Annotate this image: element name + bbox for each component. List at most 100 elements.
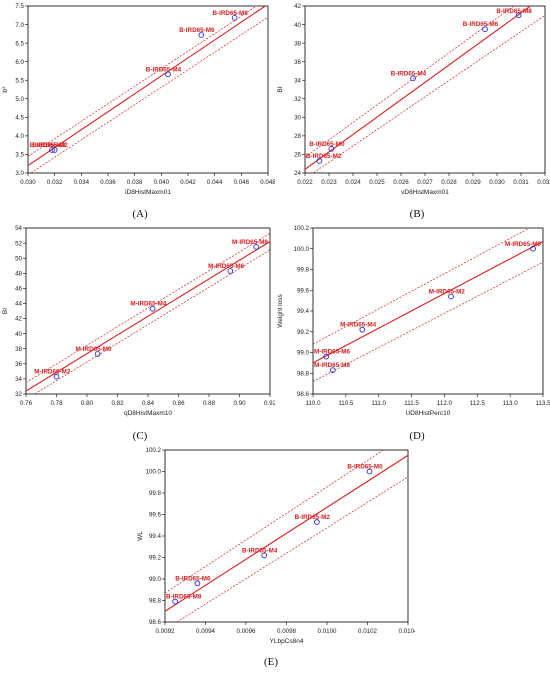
y-tick-label: 100.0 (146, 469, 162, 476)
data-point (227, 268, 234, 274)
y-tick-label: 6.5 (15, 40, 24, 47)
confidence-lower-line (33, 249, 270, 394)
y-tick-label: 98.6 (297, 391, 310, 398)
chart-panel-c: 0.76 0.78 0.80 0.82 0.84 0.86 0.88 0.90 0.92 32 34… (0, 222, 275, 444)
y-axis-label: b* (2, 86, 9, 93)
panel-label-d: (D) (409, 430, 425, 442)
y-tick-label: 99.2 (149, 555, 162, 562)
data-point-label: B-IRD65-M0 (309, 141, 345, 148)
y-tick-label: 46 (15, 286, 22, 293)
x-tick-label: 111.0 (371, 400, 386, 407)
data-point (94, 351, 101, 357)
y-axis-label: BI (277, 86, 284, 92)
data-point-label: B-IRD65-M6 (179, 27, 215, 34)
x-tick-label: 112.5 (470, 400, 486, 407)
y-tick-label: 52 (15, 240, 22, 247)
plot-frame (164, 449, 409, 623)
fit-group (26, 232, 270, 394)
chart-panel-d: 110.0 110.5 111.0 111.5 112.0 112.5 113.0 113.5… (275, 222, 550, 444)
y-tick-label: 98.6 (149, 619, 162, 626)
x-tick-label: 0.0092 (156, 628, 175, 635)
data-point-label: B-IRD65-M2 (295, 514, 331, 521)
x-tick-label: 110.0 (305, 400, 321, 407)
y-tick-label: 5.0 (15, 96, 24, 103)
data-point-label: M-IRD65-M6 (314, 349, 351, 356)
data-point-label: B-IRD65-M4 (146, 66, 182, 73)
data-point (448, 293, 454, 300)
data-point-label: B-IRD65-M2 (306, 153, 342, 160)
y-tick-label: 100.2 (146, 447, 162, 454)
x-tick-label: 111.5 (404, 400, 419, 407)
x-tick-label: 113.0 (503, 400, 519, 407)
panel-label-c: (C) (132, 430, 148, 442)
fit-group (28, 6, 268, 173)
fit-group (313, 228, 543, 382)
confidence-upper-line (305, 6, 515, 158)
x-tick-label: 110.5 (338, 400, 354, 407)
y-tick-label: 99.0 (297, 350, 310, 357)
x-tick-label: 0.90 (233, 400, 246, 407)
regression-line (28, 6, 267, 167)
y-tick-label: 99.8 (297, 267, 310, 274)
x-tick-label: 0.022 (297, 179, 313, 186)
data-point-label: B-IRD65-M6 (463, 21, 499, 28)
data-point (231, 15, 238, 21)
y-tick-label: 100.0 (294, 246, 310, 253)
y-tick-label: 40 (15, 331, 22, 338)
x-tick-label: 0.88 (203, 400, 216, 407)
x-tick-label: 0.040 (154, 179, 170, 186)
confidence-upper-line (26, 232, 270, 383)
y-tick-label: 26 (294, 152, 301, 159)
data-point-label: M-IRD65-M4 (130, 301, 167, 308)
data-point (194, 580, 201, 587)
regression-line (165, 454, 408, 612)
x-tick-label: 0.0098 (277, 628, 296, 635)
data-point-label: B-IRD65-M0 (30, 142, 66, 149)
fit-group (305, 6, 545, 173)
data-point-label: B-IRD65-M4 (391, 70, 427, 77)
x-tick-label: 0.0094 (196, 628, 215, 635)
x-tick-label: 0.028 (441, 179, 457, 186)
x-tick-label: 0.0102 (358, 628, 377, 635)
data-point-label: M-IRD65-M8 (314, 362, 351, 369)
x-tick-label: 0.0096 (237, 628, 256, 635)
x-tick-label: 0.031 (513, 179, 529, 186)
x-tick-label: 0.0100 (318, 628, 337, 635)
confidence-upper-line (28, 6, 258, 157)
data-point (172, 598, 178, 605)
data-point (53, 373, 60, 380)
y-tick-label: 42 (294, 3, 301, 10)
x-tick-label: 0.024 (345, 179, 361, 186)
x-tick-label: 0.030 (20, 179, 36, 186)
data-point-label: B-IRD65-M8 (166, 594, 202, 601)
y-tick-label: 4.0 (15, 133, 24, 140)
x-tick-label: 0.030 (489, 179, 505, 186)
chart-svg-b: 0.022 0.023 0.024 0.025 0.026 0.027 0.028 0.029… (277, 3, 550, 196)
y-tick-label: 32 (294, 96, 301, 103)
data-point (198, 32, 205, 38)
y-tick-label: 99.4 (149, 533, 162, 540)
x-tick-label: 112.0 (437, 400, 453, 407)
regression-line (26, 241, 270, 392)
y-tick-label: 99.0 (149, 576, 162, 583)
y-tick-label: 34 (15, 376, 22, 383)
x-tick-label: 0.84 (142, 400, 155, 407)
x-tick-label: 0.76 (20, 400, 33, 407)
y-tick-label: 98.8 (297, 370, 310, 377)
y-tick-label: 50 (15, 255, 22, 262)
data-point (328, 146, 335, 152)
chart-svg-d: 110.0 110.5 111.0 111.5 112.0 112.5 113.0 113.5… (277, 225, 550, 417)
data-point (482, 26, 488, 33)
data-point (329, 367, 336, 373)
confidence-upper-line (313, 228, 531, 345)
x-tick-label: 0.025 (369, 179, 385, 186)
x-axis-label: UD8HistPerc10 (406, 410, 451, 417)
y-tick-label: 98.8 (149, 598, 162, 605)
y-tick-label: 100.2 (294, 225, 310, 232)
data-point-label: M-IRD65-M6 (208, 263, 245, 270)
data-point-label: B-IRD65-M0 (347, 464, 383, 471)
chart-svg-e: 0.0092 0.0094 0.0096 0.0098 0.0100 0.0102 0.01… (137, 447, 415, 645)
y-axis-label: Weight loss (277, 294, 284, 328)
data-point-label: B-IRD65-M2 (32, 142, 68, 149)
data-point-label: M-IRD65-M4 (340, 322, 377, 329)
